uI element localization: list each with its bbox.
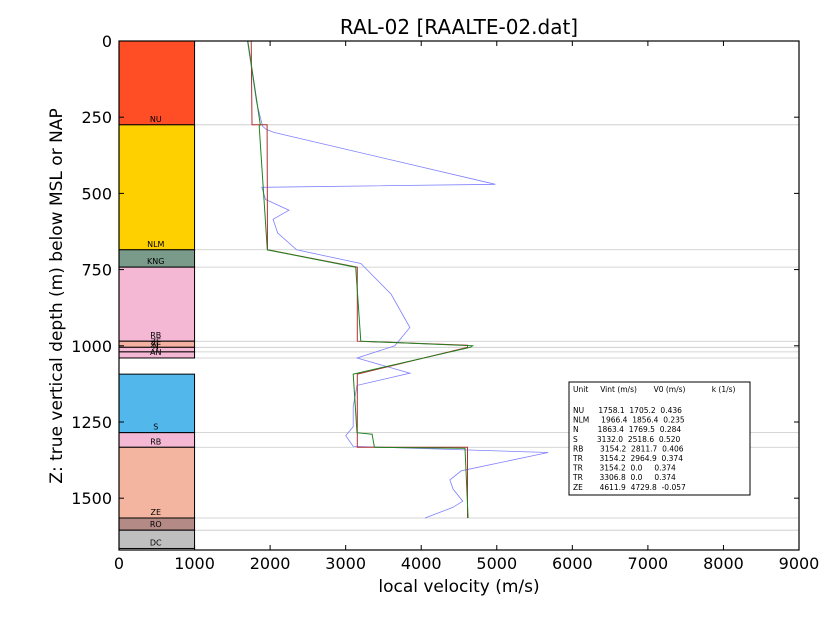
x-tick-label: 2000 [250, 554, 291, 573]
unit-block [118, 446, 196, 519]
legend-box [568, 381, 751, 496]
y-axis-label: Z: true vertical depth (m) below MSL or … [47, 108, 67, 483]
y-tick-label: 750 [81, 261, 112, 280]
unit-label: N [153, 342, 159, 351]
x-tick-label: 5000 [476, 554, 517, 573]
unit-label: NLM [147, 240, 164, 249]
y-tick-label: 250 [81, 108, 112, 127]
unit-label: DC [150, 538, 162, 547]
x-tick-label: 6000 [552, 554, 593, 573]
unit-block [118, 40, 196, 126]
legend-row: NU 1758.1 1705.2 0.436 [573, 406, 682, 415]
y-tick-label: 500 [81, 184, 112, 203]
unit-label: ZE [151, 340, 162, 349]
x-tick-label: 8000 [703, 554, 744, 573]
unit-label: RB [150, 331, 161, 340]
legend-row: NLM 1966.4 1856.4 0.235 [573, 416, 685, 425]
legend-row: TR 3306.8 0.0 0.374 [572, 473, 676, 482]
y-tick-label: 0 [102, 32, 112, 51]
x-axis-label: local velocity (m/s) [378, 577, 539, 597]
x-tick-label: 1000 [174, 554, 215, 573]
x-tick-label: 4000 [401, 554, 442, 573]
x-tick-label: 7000 [628, 554, 669, 573]
unit-label: S [153, 423, 158, 432]
legend-row: RB 3154.2 2811.7 0.406 [573, 444, 684, 453]
unit-block [118, 373, 196, 434]
series-line [247, 40, 475, 519]
unit-label: AN [150, 348, 161, 357]
x-tick-label: 0 [114, 554, 124, 573]
unit-label: KNG [147, 257, 164, 266]
legend-row: N 1863.4 1769.5 0.284 [573, 425, 681, 434]
unit-label: NU [150, 115, 162, 124]
y-tick-label: 1500 [71, 489, 112, 508]
legend-header: Unit Vint (m/s) V0 (m/s) k (1/s) [573, 385, 736, 394]
plot-frame [118, 40, 800, 551]
legend-row: S 3132.0 2518.6 0.520 [573, 435, 681, 444]
series-line [247, 40, 549, 519]
unit-label: ZE [151, 337, 162, 346]
y-tick-label: 1000 [71, 337, 112, 356]
unit-label: ZE [151, 508, 162, 517]
x-tick-label: 9000 [779, 554, 820, 573]
legend-row: ZE 4611.9 4729.8 -0.057 [573, 483, 686, 492]
chart-title: RAL-02 [RAALTE-02.dat] [340, 15, 578, 39]
y-tick-label: 1250 [71, 413, 112, 432]
unit-block [118, 124, 196, 251]
legend-row: TR 3154.2 0.0 0.374 [572, 464, 676, 473]
unit-label: RO [150, 520, 162, 529]
legend-row: TR 3154.2 2964.9 0.374 [572, 454, 683, 463]
x-tick-label: 3000 [325, 554, 366, 573]
unit-label: RB [150, 437, 161, 446]
unit-block [118, 266, 196, 342]
